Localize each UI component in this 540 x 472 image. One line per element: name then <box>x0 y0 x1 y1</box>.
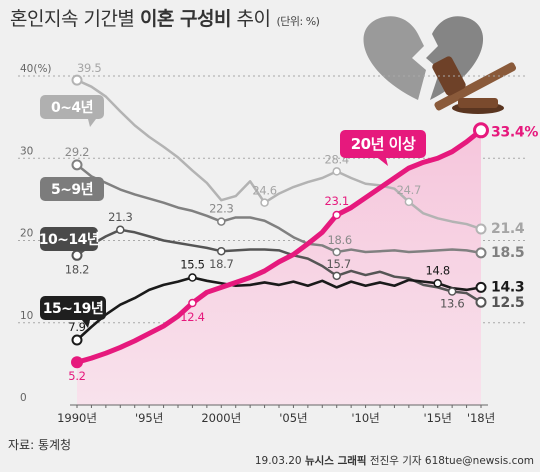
data-point <box>447 287 457 296</box>
series-tag-15-19년 <box>40 296 106 320</box>
gavel-icon <box>432 56 517 114</box>
y-tick-label: 0 <box>20 392 27 404</box>
page-title: 혼인지속 기간별 이혼 구성비 추이 (단위: %) <box>10 4 320 31</box>
series-line-0-4년 <box>75 78 483 231</box>
data-point <box>404 197 414 207</box>
data-label: 18.5 <box>491 245 524 261</box>
area-fill <box>77 130 481 405</box>
credit-line: 19.03.20 뉴시스 그래픽 전진우 기자 618tue@newsis.co… <box>255 453 534 468</box>
data-point <box>188 298 197 308</box>
title-bold: 이혼 구성비 <box>139 8 232 30</box>
data-label: 18.6 <box>328 233 352 247</box>
data-label: 13.6 <box>440 296 464 310</box>
credit-date: 19.03.20 <box>254 455 302 467</box>
data-point <box>260 198 269 207</box>
x-tick-label: '15년 <box>424 411 452 425</box>
data-label: 21.3 <box>108 210 132 224</box>
data-point <box>473 122 489 139</box>
series-line-15-19년 <box>75 276 483 342</box>
y-tick-label: 10 <box>20 310 33 322</box>
series-tag-label: 20년 이상 <box>351 135 416 153</box>
series-markers <box>71 74 489 369</box>
tag-pointer <box>378 158 388 166</box>
data-point <box>71 356 83 369</box>
x-tick-label: '05년 <box>279 411 307 425</box>
series-line-20년-이상 <box>74 127 484 365</box>
data-label: 39.5 <box>77 61 101 75</box>
data-label: 23.1 <box>325 194 349 208</box>
title-part-2: 추이 <box>230 8 271 30</box>
data-point <box>475 247 487 259</box>
tag-pointer <box>82 320 90 328</box>
decoration-illustration <box>363 16 517 114</box>
x-tick-label: '10년 <box>351 411 379 425</box>
series-tag-label: 15~19년 <box>43 301 104 317</box>
y-tick-label: 40(%) <box>20 63 52 75</box>
data-label: 15.5 <box>180 258 204 272</box>
credit-author: 전진우 기자 618tue@newsis.com <box>369 455 534 467</box>
data-label: 14.3 <box>491 279 524 295</box>
data-point <box>71 334 83 346</box>
data-label: 18.2 <box>65 262 89 276</box>
series-tag-label: 10~14년 <box>39 232 100 248</box>
credit-agency: 뉴시스 그래픽 <box>304 455 367 467</box>
data-point <box>116 225 125 235</box>
series-tag-10-14년 <box>40 227 98 251</box>
title-part-1: 혼인지속 기간별 <box>10 8 140 30</box>
series-tag-label: 5~9년 <box>51 182 93 198</box>
y-tick-label: 30 <box>20 145 33 157</box>
data-label: 12.4 <box>180 310 204 324</box>
pink-area <box>77 130 481 405</box>
data-point <box>332 271 341 281</box>
data-label: 29.2 <box>65 145 89 159</box>
data-point <box>332 247 341 257</box>
data-point <box>71 249 83 261</box>
data-label: 5.2 <box>68 369 85 383</box>
data-point <box>475 223 487 235</box>
series-line-5-9년 <box>75 163 483 255</box>
series-lines <box>74 78 484 365</box>
x-tick-label: '95년 <box>135 411 163 425</box>
data-point <box>71 74 83 86</box>
x-axis: 1990년 '95년 2000년 '05년 '10년 '15년 '18년 <box>57 404 495 425</box>
data-label: 33.4% <box>491 124 538 140</box>
series-tag-5-9년 <box>40 177 104 201</box>
data-label: 14.8 <box>426 263 450 277</box>
x-tick-label: 2000년 <box>201 411 241 425</box>
x-tick-label: 1990년 <box>57 411 97 425</box>
series-tag-0-4년 <box>40 95 104 119</box>
data-point <box>217 217 226 226</box>
tag-pointer <box>88 119 96 127</box>
series-tag-20년-이상 <box>340 130 426 158</box>
data-point <box>332 167 341 176</box>
data-label: 18.7 <box>209 257 233 271</box>
data-label: 15.7 <box>327 257 351 271</box>
data-label: 22.3 <box>209 202 233 216</box>
data-point <box>71 159 83 171</box>
data-label: 7.9 <box>68 320 85 334</box>
data-point <box>188 273 197 282</box>
data-label: 12.5 <box>491 295 524 311</box>
data-point <box>332 210 341 220</box>
data-label: 24.6 <box>252 184 276 198</box>
data-point <box>475 281 487 293</box>
data-label: 21.4 <box>491 221 525 237</box>
series-name-tags: 0~4년 5~9년 10~14년 15~19년 20년 이상 <box>39 95 426 328</box>
series-tag-label: 0~4년 <box>51 100 93 116</box>
unit-label: (단위: %) <box>276 15 320 28</box>
data-point <box>217 246 226 256</box>
data-point <box>433 279 442 288</box>
source-note: 자료: 통계청 <box>8 438 72 452</box>
x-tick-label: '18년 <box>467 411 495 425</box>
y-tick-label: 20 <box>20 228 33 240</box>
data-label: 24.7 <box>397 183 421 197</box>
data-point <box>475 296 487 308</box>
